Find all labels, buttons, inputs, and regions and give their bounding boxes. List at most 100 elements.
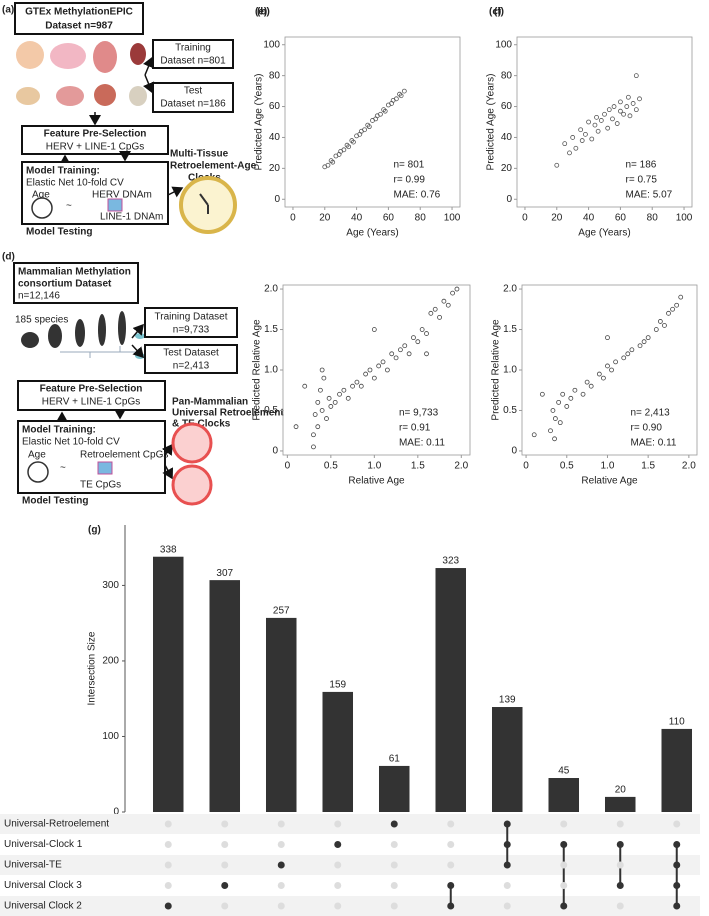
test-box [144, 344, 238, 374]
y-axis-label: Predicted Age (Years) [254, 74, 265, 171]
point [312, 412, 318, 417]
bar [152, 556, 184, 812]
box-text: consortium Dataset [18, 279, 112, 290]
point [560, 391, 566, 397]
x-tick-label: 2.0 [454, 461, 468, 472]
point [568, 395, 574, 401]
point [592, 122, 598, 128]
set-label: Universal-Clock 1 [4, 839, 83, 850]
point [393, 355, 399, 361]
annotation: MAE: 0.11 [631, 438, 677, 449]
panel-label: (f) [494, 7, 504, 18]
point [454, 286, 460, 292]
clock-icon [27, 461, 49, 483]
dot-active [164, 902, 172, 910]
set-label: Universal Clock 2 [4, 901, 82, 912]
x-tick-label: 20 [551, 213, 563, 224]
point [618, 99, 623, 105]
annotation: r= 0.90 [631, 423, 663, 434]
bar [604, 796, 636, 812]
point [550, 408, 556, 413]
point [637, 96, 642, 102]
leaf [135, 333, 145, 339]
y-tick-label: 2.0 [264, 284, 278, 295]
clock-icon [171, 422, 213, 464]
point [610, 116, 615, 122]
dot [277, 882, 285, 889]
dot [221, 902, 229, 910]
dot [560, 882, 568, 889]
clock-title: Multi-Tissue [170, 149, 229, 160]
point [328, 404, 334, 409]
y-axis-label: Intersection Size [87, 631, 98, 705]
point [371, 327, 377, 332]
y-tick-label: 1.5 [503, 324, 517, 335]
dot-active [447, 882, 455, 889]
row-stripe [0, 855, 700, 875]
point [662, 323, 667, 328]
dot [390, 902, 398, 910]
clock-hands [199, 193, 209, 214]
dot-active [560, 902, 568, 910]
point [629, 347, 635, 353]
point [580, 391, 586, 397]
organ-icons [16, 41, 147, 106]
x-tick-label: 0 [523, 461, 529, 472]
point [324, 416, 329, 421]
dot [390, 841, 398, 848]
clock-icon [31, 197, 53, 219]
dot-active [560, 841, 568, 848]
dot [503, 902, 511, 910]
point [319, 408, 325, 413]
dot [447, 820, 455, 828]
point [630, 101, 636, 106]
point [341, 387, 347, 393]
x-tick-label: 0 [285, 461, 291, 472]
test-box [152, 82, 234, 113]
dot-active [673, 902, 681, 910]
value-label: 61 [389, 754, 401, 765]
feature-box [21, 125, 169, 155]
box-text: n=2,413 [173, 361, 210, 372]
clock-title: & TE Clocks [172, 419, 231, 430]
point [579, 138, 585, 143]
point [556, 399, 562, 405]
value-label: 20 [615, 785, 627, 796]
x-tick-label: 60 [383, 213, 395, 224]
bar [435, 568, 467, 812]
point [578, 127, 584, 133]
arrow [162, 464, 174, 480]
box-text: HERV + LINE-1 CpGs [42, 397, 140, 408]
point [670, 306, 675, 312]
box-text: Model Training: [22, 425, 96, 436]
dot [334, 861, 342, 869]
box-text: Model Testing [22, 496, 88, 507]
point [562, 141, 568, 147]
point [641, 339, 647, 345]
point [321, 375, 327, 381]
point [371, 375, 377, 381]
point [354, 379, 360, 385]
x-tick-label: 20 [319, 213, 331, 224]
dot [334, 902, 342, 910]
box-text: ~ [66, 201, 72, 212]
dot [673, 820, 681, 828]
set-label: Universal Clock 3 [4, 880, 82, 891]
annotation: r= 0.75 [626, 175, 658, 186]
point [554, 162, 560, 168]
point [341, 147, 347, 153]
panel-label: (g) [88, 525, 101, 536]
point [325, 162, 331, 168]
y-tick-label: 60 [269, 101, 281, 112]
dot [560, 820, 568, 828]
y-tick-label: 0 [274, 194, 280, 205]
value-label: 307 [216, 568, 233, 579]
point [621, 355, 627, 361]
y-axis-label: Predicted Age (Years) [486, 74, 497, 171]
box-text: Elastic Net 10-fold CV [22, 437, 120, 448]
box-text: Feature Pre-Selection [40, 384, 143, 395]
box-text: Test [184, 86, 203, 97]
y-axis-label: Predicted Relative Age [252, 319, 263, 421]
annotation: n= 9,733 [399, 408, 439, 419]
dot [616, 820, 624, 828]
